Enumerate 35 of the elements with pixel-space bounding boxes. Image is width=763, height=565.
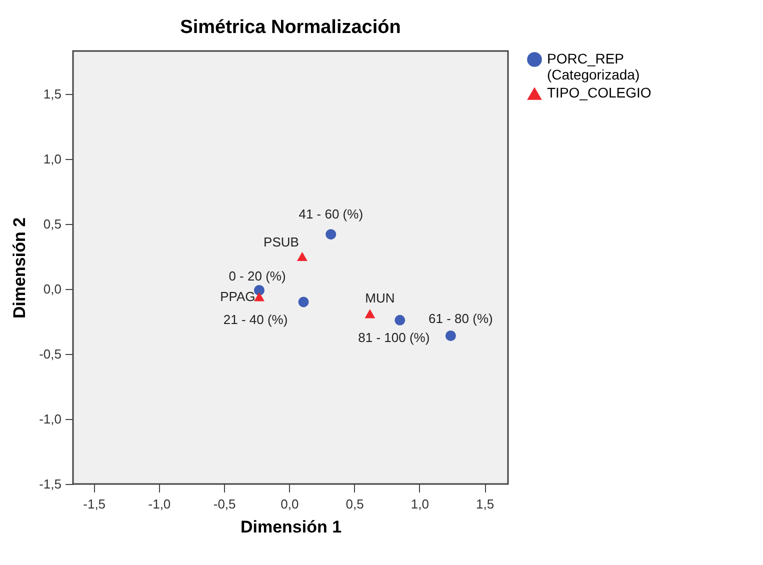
- annotation: 41 - 60 (%): [298, 206, 364, 222]
- x-tick-label: 0,5: [346, 496, 364, 512]
- x-tick-label: -0,5: [213, 496, 236, 512]
- y-tick-label: 0,5: [43, 216, 62, 232]
- y-tick-label: 0,0: [43, 281, 62, 296]
- annotation: 21 - 40 (%): [223, 312, 288, 327]
- annotation: PPAG: [220, 288, 256, 304]
- annotation: PSUB: [264, 234, 299, 250]
- y-tick-label: -1,0: [39, 411, 62, 426]
- annotation: 61 - 80 (%): [428, 310, 493, 326]
- annotation: 0 - 20 (%): [228, 268, 286, 284]
- annotation: MUN: [365, 290, 395, 306]
- y-axis-title: Dimensión 2: [10, 217, 30, 319]
- point: [326, 229, 336, 240]
- y-tick-label: -1,5: [39, 476, 62, 492]
- x-axis-title: Dimensión 1: [240, 518, 342, 536]
- point: [445, 330, 456, 341]
- x-tick-label: -1,5: [83, 496, 106, 512]
- x-tick-label: -1,0: [148, 496, 171, 512]
- legend-label: TIPO_COLEGIO: [547, 84, 652, 100]
- point: [254, 292, 264, 302]
- annotation: 81 - 100 (%): [358, 330, 430, 346]
- legend-label: PORC_REP (Categorizada): [547, 50, 640, 82]
- point: [254, 285, 264, 296]
- point: [296, 252, 308, 261]
- x-tick-label: 1,5: [476, 496, 494, 512]
- chart-title: Simétrica Normalización: [180, 17, 401, 38]
- point: [298, 296, 309, 308]
- point: [364, 309, 376, 318]
- point: [394, 314, 406, 326]
- y-tick-label: -0,5: [39, 346, 62, 362]
- x-tick-label: 1,0: [410, 496, 429, 512]
- y-tick-label: 1,0: [43, 151, 62, 166]
- y-tick-label: 1,5: [43, 86, 62, 102]
- x-tick-label: 0,0: [280, 496, 299, 512]
